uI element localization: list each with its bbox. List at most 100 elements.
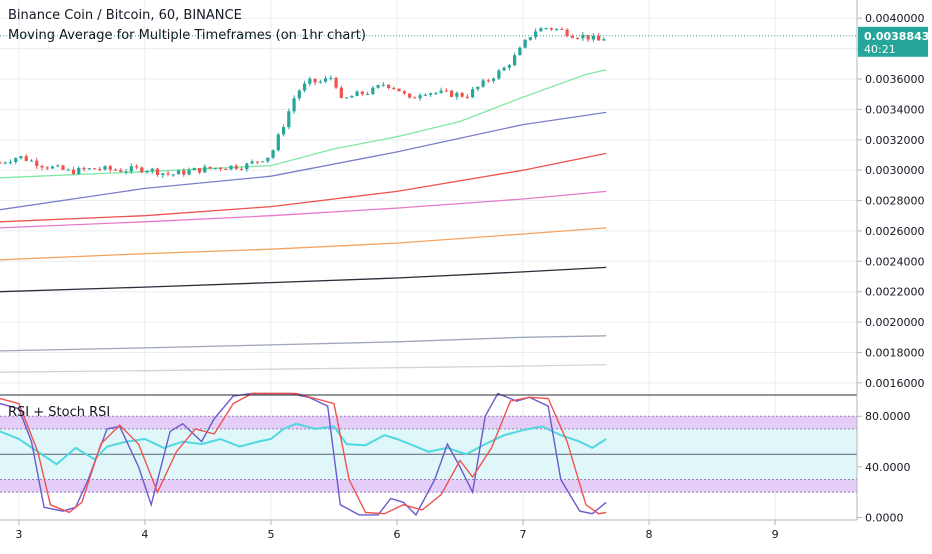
indicator-line-d	[0, 392, 607, 515]
candle-body	[402, 91, 406, 94]
candle-body	[281, 127, 286, 135]
time-axis-label: 7	[520, 528, 527, 541]
time-axis-label: 5	[267, 528, 274, 541]
candle-body	[119, 170, 123, 172]
candle-body	[397, 88, 401, 92]
candle-body	[355, 91, 359, 97]
candle-body	[570, 36, 574, 38]
candle-body	[507, 65, 511, 68]
candle-body	[24, 156, 28, 161]
candle-body	[203, 166, 207, 173]
moving-average-line-3	[0, 152, 607, 223]
candle-body	[350, 96, 354, 98]
candle-body	[418, 95, 422, 99]
time-axis-label: 3	[15, 528, 22, 541]
indicator-legend-ma[interactable]: Moving Average for Multiple Timeframes (…	[8, 28, 366, 43]
candle-body	[518, 47, 522, 56]
candle-body	[239, 168, 244, 170]
candle-body	[250, 161, 254, 164]
price-axis-label: 0.0016000	[865, 377, 925, 390]
price-axis-label: 0.0028000	[865, 195, 925, 208]
candle-body	[308, 78, 312, 84]
candle-body	[476, 86, 480, 90]
chart-title[interactable]: Binance Coin / Bitcoin, 60, BINANCE	[8, 8, 242, 23]
indicator-legend-rsi[interactable]: RSI + Stoch RSI	[8, 405, 111, 420]
candle-body	[323, 78, 328, 82]
candle-body	[145, 171, 149, 173]
indicator-axis-label: 80.0000	[865, 410, 911, 423]
stoch-upper-band	[0, 416, 857, 429]
candle-body	[92, 168, 97, 170]
time-axis-label: 8	[646, 528, 653, 541]
moving-average-line-6	[0, 266, 607, 293]
candle-body	[155, 168, 160, 176]
time-axis-ticks: 3 4 5 6 7 8 9	[15, 520, 779, 541]
candle-body	[444, 90, 448, 92]
candle-body	[140, 167, 144, 173]
moving-average-line-4	[0, 190, 607, 229]
candle-body	[455, 93, 459, 97]
candle-body	[376, 85, 380, 88]
candle-body	[597, 35, 601, 41]
moving-average-line-7	[0, 335, 607, 352]
candle-body	[434, 92, 438, 94]
moving-average-line-5	[0, 227, 607, 261]
candle-body	[513, 55, 517, 66]
candle-body	[539, 28, 543, 32]
candle-body	[8, 162, 13, 164]
candle-body	[124, 171, 128, 173]
candle-body	[208, 166, 212, 169]
candle-body	[486, 80, 490, 82]
candle-body	[371, 87, 375, 94]
candle-body	[528, 37, 532, 40]
candle-body	[266, 157, 270, 162]
candle-body	[3, 162, 7, 164]
candle-body	[329, 77, 333, 79]
candle-body	[45, 167, 49, 169]
candle-body	[591, 35, 595, 40]
candle-body	[161, 173, 165, 176]
price-axis-label: 0.0036000	[865, 73, 925, 86]
candle-body	[497, 70, 501, 79]
last-price-value: 0.0038843	[864, 30, 929, 43]
candle-body	[213, 167, 217, 169]
candle-body	[255, 161, 259, 163]
candle-body	[19, 156, 23, 159]
candle-body	[523, 39, 527, 48]
moving-average-line-1	[0, 69, 607, 179]
candle-body	[386, 84, 391, 88]
indicator-line-rsi	[0, 422, 607, 466]
candle-body	[234, 165, 238, 169]
candle-body	[103, 166, 107, 170]
indicator-bands	[0, 415, 857, 493]
candle-body	[565, 29, 569, 37]
indicator-lines	[0, 392, 607, 517]
candle-body	[29, 160, 34, 162]
main-grid	[0, 0, 857, 520]
candle-body	[381, 84, 385, 86]
candle-body	[260, 161, 265, 163]
candle-body	[40, 166, 44, 168]
candle-body	[492, 78, 496, 81]
candle-body	[71, 169, 76, 175]
candle-body	[35, 160, 39, 167]
candle-body	[61, 165, 65, 170]
moving-average-line-2	[0, 111, 607, 211]
candle-body	[344, 97, 349, 99]
candle-body	[229, 165, 233, 170]
candle-body	[471, 89, 475, 98]
candle-body	[302, 83, 307, 91]
candle-body	[77, 167, 81, 175]
time-axis-label: 4	[141, 528, 148, 541]
candle-body	[276, 134, 280, 151]
candle-body	[439, 90, 443, 93]
candle-body	[334, 77, 338, 88]
candle-body	[429, 93, 433, 95]
price-axis-ticks: 0.00400000.00380000.00360000.00340000.00…	[857, 12, 925, 390]
candle-body	[14, 158, 18, 163]
candle-body	[365, 93, 370, 95]
candle-body	[218, 167, 223, 169]
candle-body	[166, 173, 170, 175]
